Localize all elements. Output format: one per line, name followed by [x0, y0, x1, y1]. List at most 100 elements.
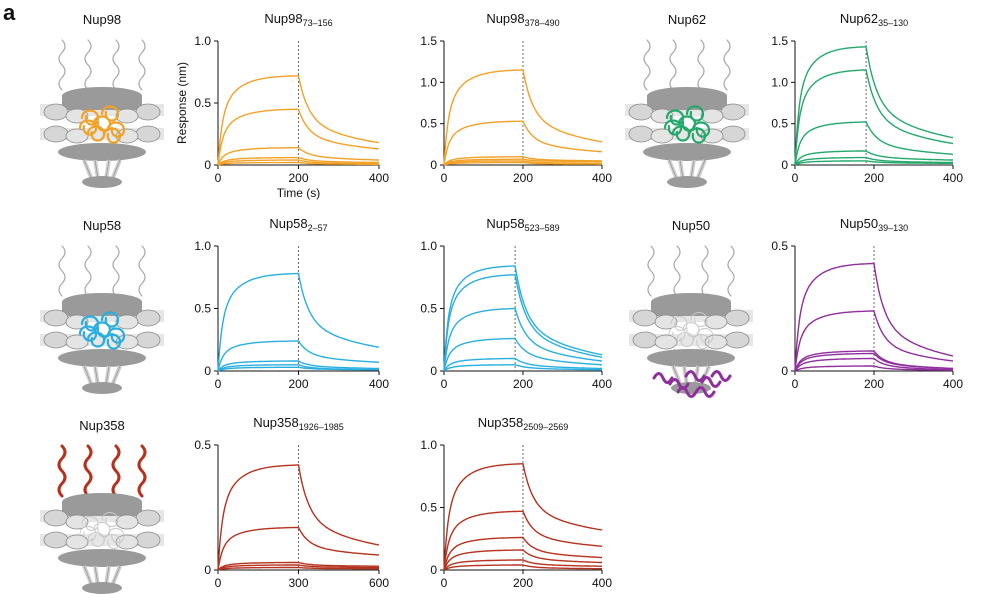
chart-title: Nup9873–156 [264, 11, 332, 28]
series-line-c5 [794, 357, 954, 372]
chart-title-main: Nup358 [253, 415, 299, 430]
cytoplasmic-filament [673, 245, 681, 297]
nuclear-ring [643, 143, 731, 161]
chart-2: Nup6235–130 0 0.5 1.0 1.5 0 200 400 [771, 11, 963, 185]
series-line-c3 [217, 146, 379, 166]
fg-mesh [79, 512, 125, 549]
chart-title: Nup98378–490 [486, 11, 559, 28]
y-tick-label: 1.5 [420, 34, 437, 48]
spoke-ring [724, 309, 750, 327]
cytoplasmic-ring [647, 96, 727, 110]
chart-title-main: Nup50 [840, 216, 878, 231]
chart-title-main: Nup98 [264, 11, 302, 26]
fg-mesh [78, 311, 126, 350]
series-line-c2 [217, 108, 380, 166]
cytoplasmic-filament [643, 39, 651, 91]
basket-ring [82, 176, 122, 188]
x-tick-label: 200 [513, 377, 533, 391]
cytoplasmic-filament [669, 39, 677, 91]
cytoplasmic-filament [138, 39, 146, 91]
spoke-ring [720, 103, 746, 121]
chart-title-subscript: 73–156 [303, 18, 333, 28]
x-tick-label: 200 [864, 171, 884, 185]
schematic-label: Nup58 [83, 218, 121, 233]
series-line-c3 [443, 536, 602, 571]
chart-title-subscript: 378–490 [525, 18, 560, 28]
cytoplasmic-filament [58, 245, 66, 297]
series-line-c1 [443, 463, 603, 571]
y-tick-label: 1.0 [194, 239, 211, 253]
cytoplasmic-filament [727, 245, 735, 297]
x-tick-label: 300 [288, 576, 308, 590]
spoke-ring [135, 331, 161, 349]
x-tick-label: 200 [288, 377, 308, 391]
cytoplasmic-filament [647, 245, 655, 297]
y-tick-label: 0 [204, 364, 211, 378]
cytoplasmic-filament [111, 444, 121, 498]
nuclear-ring [58, 549, 146, 567]
spoke-ring [650, 128, 674, 144]
series-line-c4 [794, 150, 953, 166]
chart-title-subscript: 523–589 [525, 223, 560, 233]
x-tick-label: 0 [441, 377, 448, 391]
spoke-ring [65, 534, 89, 550]
chart-1: Nup98378–490 0 0.5 1.0 1.5 0 200 400 [420, 11, 612, 185]
y-tick-label: 0 [204, 563, 211, 577]
spoke-ring [43, 531, 69, 549]
spoke-ring [724, 331, 750, 349]
spoke-ring [65, 514, 89, 530]
y-tick-label: 0 [430, 158, 437, 172]
series-line-c4 [443, 549, 602, 571]
spoke-ring [65, 314, 89, 330]
spoke-ring [135, 509, 161, 527]
cytoplasmic-filament [701, 245, 709, 297]
series-line-c2 [217, 340, 380, 372]
series-line-c5 [443, 160, 602, 166]
cytoplasmic-filament [137, 444, 147, 498]
cytoplasmic-filament [84, 39, 92, 91]
cytoplasmic-filament [84, 245, 92, 297]
cytoplasmic-filament [112, 39, 120, 91]
spoke-ring [135, 125, 161, 143]
basket-ring [667, 176, 707, 188]
fg-mesh [663, 105, 711, 144]
spoke-ring [700, 108, 724, 124]
spoke-ring [628, 103, 654, 121]
series-line-c4 [217, 564, 379, 571]
x-tick-label: 0 [441, 576, 448, 590]
y-tick-label: 0.5 [420, 117, 437, 131]
nuclear-basket-fg [652, 370, 732, 398]
x-tick-label: 400 [369, 171, 389, 185]
npc-schematic-nup98: Nup98 [40, 12, 164, 188]
x-tick-label: 600 [369, 576, 389, 590]
spoke-ring [654, 314, 678, 330]
x-tick-label: 200 [513, 576, 533, 590]
spoke-ring [43, 331, 69, 349]
chart-title: Nup6235–130 [840, 11, 908, 28]
chart-title: Nup5039–130 [840, 216, 908, 233]
y-tick-label: 0.5 [194, 438, 211, 452]
y-tick-label: 0.5 [771, 117, 788, 131]
spoke-ring [628, 125, 654, 143]
cytoplasmic-filament [58, 39, 66, 91]
y-axis-label: Response (nm) [175, 62, 189, 144]
series-line-c3 [443, 156, 602, 166]
series-line-c2 [443, 510, 603, 571]
x-tick-label: 400 [369, 377, 389, 391]
x-tick-label: 400 [943, 377, 963, 391]
schematic-label: Nup98 [83, 12, 121, 27]
series-line-c1 [443, 69, 603, 166]
series-line-c2 [443, 120, 603, 166]
basket-strut-edge [111, 159, 121, 181]
y-tick-label: 0 [781, 158, 788, 172]
y-tick-label: 0.5 [771, 239, 788, 253]
spoke-ring [115, 108, 139, 124]
cytoplasmic-filament [57, 444, 67, 498]
basket-strut-edge [83, 159, 93, 181]
basket-strut-edge [696, 159, 706, 181]
chart-title-main: Nup358 [478, 415, 524, 430]
npc-schematic-nup58: Nup58 [40, 218, 164, 394]
spoke-ring [115, 514, 139, 530]
spoke-ring [632, 331, 658, 349]
series-line-c6 [794, 160, 953, 166]
